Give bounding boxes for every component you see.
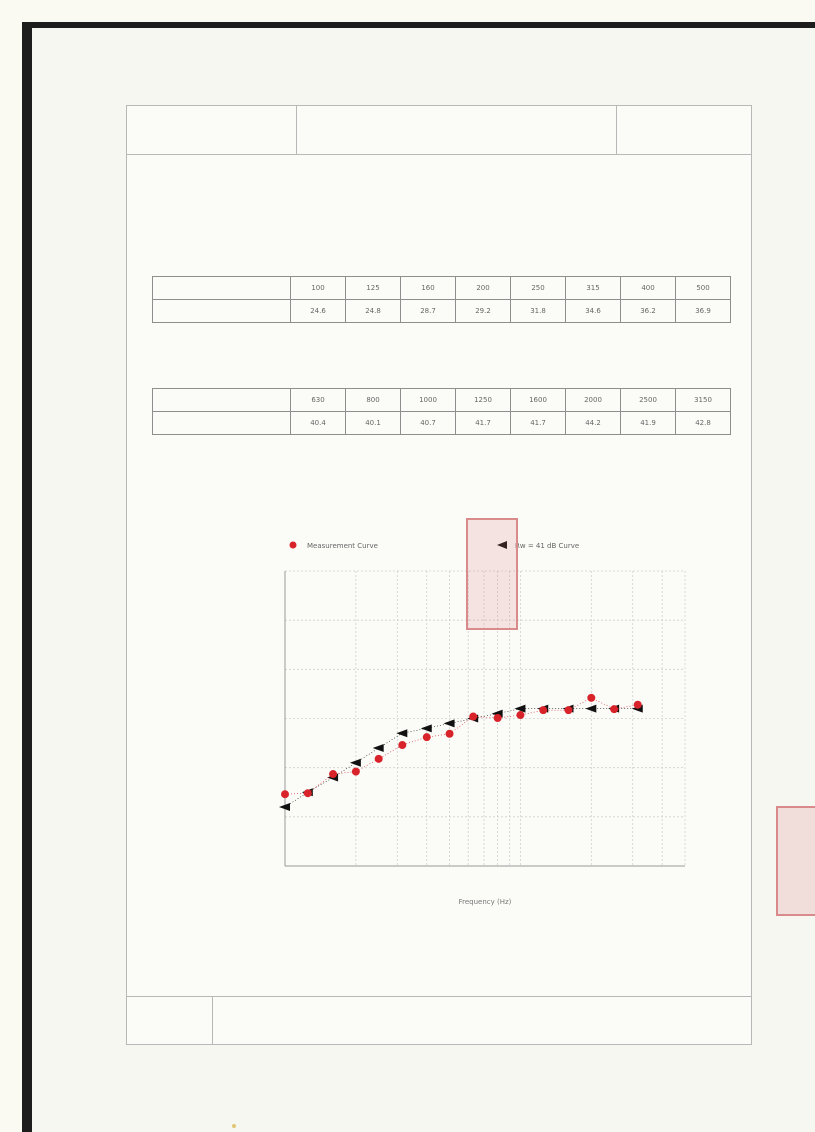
table-cell: 125 [345, 276, 401, 300]
table-cell: 800 [345, 388, 401, 412]
row-header-frequency [152, 388, 291, 412]
table-cell: 28.7 [400, 299, 456, 323]
table-cell: 1250 [455, 388, 511, 412]
measurement-point [445, 729, 454, 738]
remarks-row [127, 996, 751, 1045]
reference-point [420, 724, 432, 733]
legend-label-reference: Rw = 41 dB Curve [515, 542, 579, 550]
table-cell: 500 [675, 276, 731, 300]
table-cell: 41.7 [455, 411, 511, 435]
table-cell: 200 [455, 276, 511, 300]
report-header [127, 106, 751, 155]
table-cell: 400 [620, 276, 676, 300]
reference-point [443, 719, 455, 728]
table-cell: 24.8 [345, 299, 401, 323]
legend-swatch-reference [497, 541, 507, 549]
table-cell: 1000 [400, 388, 456, 412]
table-cell: 2500 [620, 388, 676, 412]
report-sheet: 100 125 160 200 250 315 400 500 24.6 24.… [126, 105, 752, 1045]
table-cell: 160 [400, 276, 456, 300]
table-cell: 41.9 [620, 411, 676, 435]
row-header-value [152, 299, 291, 323]
reference-point [396, 729, 408, 738]
measurement-point [398, 741, 407, 750]
reference-point [585, 704, 597, 713]
reference-point [372, 744, 384, 752]
red-side-stamp [776, 806, 815, 916]
legend-swatch-measurement [289, 541, 297, 549]
table-cell: 315 [565, 276, 621, 300]
measurement-point [610, 705, 619, 714]
measurement-point [351, 767, 360, 776]
results-table-1: 100 125 160 200 250 315 400 500 24.6 24.… [152, 276, 731, 323]
table-cell: 1600 [510, 388, 566, 412]
table-cell: 100 [290, 276, 346, 300]
table-cell: 29.2 [455, 299, 511, 323]
table-cell: 630 [290, 388, 346, 412]
table-row: 24.6 24.8 28.7 29.2 31.8 34.6 36.2 36.9 [152, 299, 731, 323]
table-cell: 36.2 [620, 299, 676, 323]
measurement-point [329, 770, 338, 779]
table-cell: 41.7 [510, 411, 566, 435]
table-row: 630 800 1000 1250 1600 2000 2500 3150 [152, 388, 731, 412]
measurement-point [587, 693, 596, 702]
results-table-2: 630 800 1000 1250 1600 2000 2500 3150 40… [152, 388, 731, 435]
table-cell: 250 [510, 276, 566, 300]
x-axis-label: Frequency (Hz) [459, 898, 512, 906]
series-line-reference [284, 708, 638, 808]
table-cell: 40.1 [345, 411, 401, 435]
measurement-point [516, 711, 525, 720]
reference-point [514, 704, 526, 713]
header-date-cell [127, 106, 297, 154]
measurement-point [303, 789, 312, 798]
measurement-point [539, 706, 548, 715]
table-cell: 40.4 [290, 411, 346, 435]
table-cell: 3150 [675, 388, 731, 412]
measurement-point [493, 714, 502, 723]
table-cell: 24.6 [290, 299, 346, 323]
table-cell: 40.7 [400, 411, 456, 435]
table-cell: 42.8 [675, 411, 731, 435]
header-title-cell [297, 106, 617, 154]
series-line-measurement [284, 697, 638, 795]
measurement-point [564, 706, 573, 715]
sound-insulation-chart: Frequency (Hz) Measurement Curve Rw = 41 d… [279, 541, 686, 906]
table-cell: 36.9 [675, 299, 731, 323]
scan-speck [232, 1124, 236, 1128]
table-row: 40.4 40.1 40.7 41.7 41.7 44.2 41.9 42.8 [152, 411, 731, 435]
table-cell: 44.2 [565, 411, 621, 435]
table-cell: 34.6 [565, 299, 621, 323]
reference-point [349, 758, 361, 767]
row-header-value [152, 411, 291, 435]
table-cell: 31.8 [510, 299, 566, 323]
reference-point [279, 803, 290, 811]
measurement-point [374, 754, 383, 763]
table-cell: 2000 [565, 388, 621, 412]
remarks-label [127, 997, 213, 1045]
legend-label-measurement: Measurement Curve [307, 542, 378, 550]
measurement-point [281, 790, 289, 799]
red-seal-stamp [466, 518, 518, 630]
row-header-frequency [152, 276, 291, 300]
measurement-point [633, 700, 642, 709]
header-page-cell [617, 106, 751, 154]
measurement-point [469, 712, 478, 721]
table-row: 100 125 160 200 250 315 400 500 [152, 276, 731, 300]
measurement-point [422, 733, 431, 742]
